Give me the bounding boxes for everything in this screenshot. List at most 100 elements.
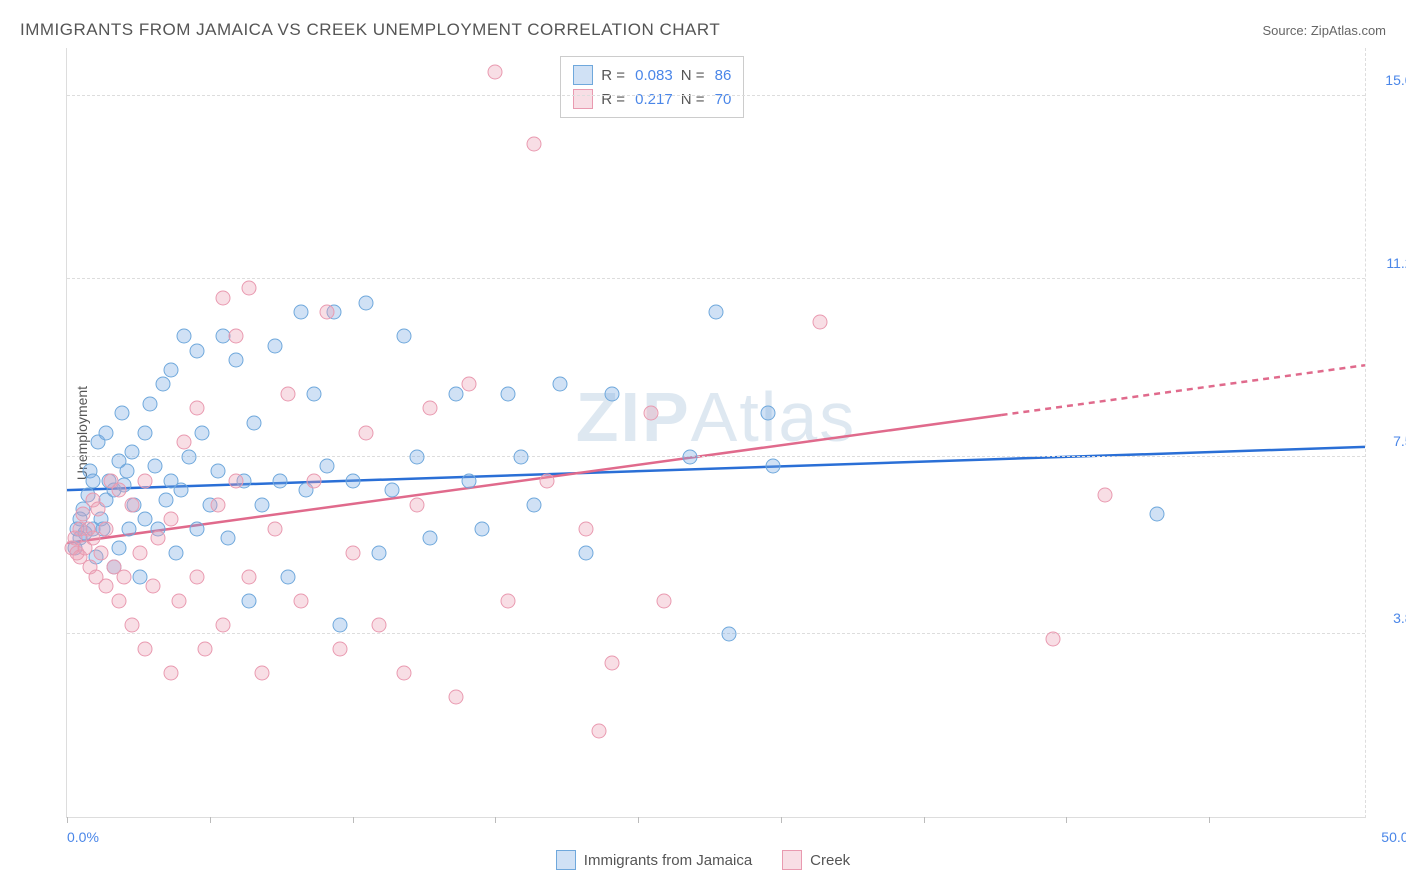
data-point [397, 329, 412, 344]
legend-swatch [782, 850, 802, 870]
data-point [228, 473, 243, 488]
legend-swatch [573, 65, 593, 85]
data-point [423, 401, 438, 416]
legend-row: R = 0.217N = 70 [573, 87, 731, 111]
data-point [111, 483, 126, 498]
data-point [228, 329, 243, 344]
gridline [67, 633, 1365, 634]
data-point [91, 502, 106, 517]
legend-swatch [573, 89, 593, 109]
data-point [514, 449, 529, 464]
data-point [358, 425, 373, 440]
data-point [148, 459, 163, 474]
gridline [67, 278, 1365, 279]
data-point [332, 641, 347, 656]
data-point [475, 521, 490, 536]
x-axis-min-label: 0.0% [67, 829, 99, 845]
data-point [143, 396, 158, 411]
gridline [67, 95, 1365, 96]
data-point [163, 512, 178, 527]
data-point [306, 473, 321, 488]
series-legend-item: Immigrants from Jamaica [556, 850, 752, 870]
data-point [197, 641, 212, 656]
trendline [1002, 365, 1365, 415]
trendlines-layer [67, 48, 1365, 817]
data-point [254, 665, 269, 680]
data-point [293, 593, 308, 608]
data-point [189, 401, 204, 416]
data-point [85, 473, 100, 488]
x-tick [781, 817, 782, 823]
data-point [462, 473, 477, 488]
data-point [540, 473, 555, 488]
legend-r-label: R = 0.217 [601, 91, 672, 108]
data-point [176, 435, 191, 450]
data-point [592, 723, 607, 738]
chart-container: Unemployment ZIPAtlas R = 0.083N = 86R =… [20, 48, 1386, 870]
data-point [605, 387, 620, 402]
data-point [75, 507, 90, 522]
data-point [345, 545, 360, 560]
data-point [1098, 487, 1113, 502]
data-point [189, 569, 204, 584]
data-point [709, 305, 724, 320]
series-legend-item: Creek [782, 850, 850, 870]
data-point [384, 483, 399, 498]
data-point [93, 545, 108, 560]
data-point [124, 497, 139, 512]
data-point [241, 281, 256, 296]
data-point [210, 463, 225, 478]
x-tick [1066, 817, 1067, 823]
data-point [553, 377, 568, 392]
data-point [1150, 507, 1165, 522]
data-point [124, 617, 139, 632]
data-point [449, 387, 464, 402]
data-point [579, 521, 594, 536]
data-point [488, 65, 503, 80]
data-point [176, 329, 191, 344]
gridline [67, 456, 1365, 457]
data-point [241, 569, 256, 584]
data-point [111, 593, 126, 608]
x-tick [495, 817, 496, 823]
data-point [117, 569, 132, 584]
data-point [319, 459, 334, 474]
x-tick [67, 817, 68, 823]
data-point [683, 449, 698, 464]
data-point [98, 521, 113, 536]
data-point [171, 593, 186, 608]
data-point [358, 295, 373, 310]
legend-n-label: N = 86 [681, 67, 732, 84]
data-point [137, 641, 152, 656]
data-point [182, 449, 197, 464]
data-point [215, 617, 230, 632]
data-point [605, 656, 620, 671]
data-point [579, 545, 594, 560]
data-point [272, 473, 287, 488]
data-point [124, 444, 139, 459]
data-point [189, 343, 204, 358]
data-point [306, 387, 321, 402]
data-point [122, 521, 137, 536]
data-point [462, 377, 477, 392]
chart-title: IMMIGRANTS FROM JAMAICA VS CREEK UNEMPLO… [20, 20, 720, 40]
data-point [189, 521, 204, 536]
data-point [158, 492, 173, 507]
legend-row: R = 0.083N = 86 [573, 63, 731, 87]
data-point [85, 531, 100, 546]
data-point [410, 497, 425, 512]
data-point [527, 137, 542, 152]
data-point [319, 305, 334, 320]
data-point [423, 531, 438, 546]
data-point [241, 593, 256, 608]
data-point [280, 387, 295, 402]
x-tick [353, 817, 354, 823]
data-point [501, 387, 516, 402]
data-point [169, 545, 184, 560]
data-point [332, 617, 347, 632]
data-point [293, 305, 308, 320]
data-point [163, 363, 178, 378]
data-point [137, 512, 152, 527]
data-point [98, 579, 113, 594]
x-tick [1209, 817, 1210, 823]
